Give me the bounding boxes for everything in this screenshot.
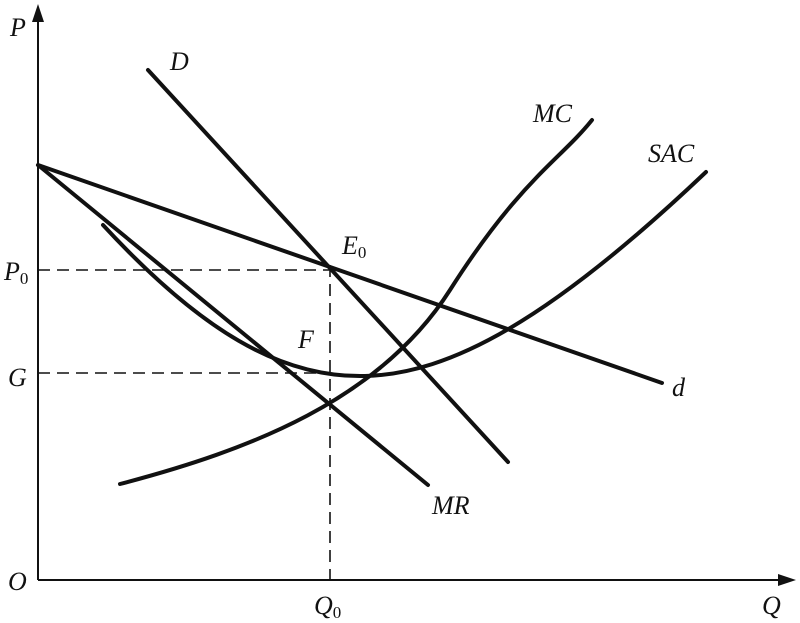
label-main: O [8,567,27,596]
label-main: G [8,363,27,392]
label-subscript: 0 [20,269,29,288]
mc-curve [118,118,594,486]
q-axis-arrow [778,574,796,586]
label-main: P [3,257,20,286]
label-sac: SAC [648,139,695,168]
label-main: Q [762,591,781,620]
label-main: P [9,13,26,42]
d-curve [36,163,664,385]
label-small-d: d [672,373,686,402]
label-q-axis: Q [762,591,781,620]
sac-curve [101,170,708,379]
label-f: F [297,325,315,354]
label-q0: Q0 [314,591,341,622]
label-subscript: 0 [333,603,342,622]
label-main: MC [532,99,573,128]
label-g: G [8,363,27,392]
mr-curve [36,163,430,487]
label-main: MR [431,491,470,520]
label-mr: MR [431,491,470,520]
label-main: d [672,373,686,402]
p-axis-arrow [32,4,44,22]
label-main: Q [314,591,333,620]
label-main: SAC [648,139,695,168]
label-p-axis: P [9,13,26,42]
label-main: F [297,325,315,354]
label-origin: O [8,567,27,596]
label-mc: MC [532,99,573,128]
label-subscript: 0 [358,243,367,262]
label-main: D [169,47,189,76]
label-e0: E0 [341,231,366,262]
label-main: E [341,231,358,260]
label-demand: D [169,47,189,76]
label-p0: P0 [3,257,28,288]
